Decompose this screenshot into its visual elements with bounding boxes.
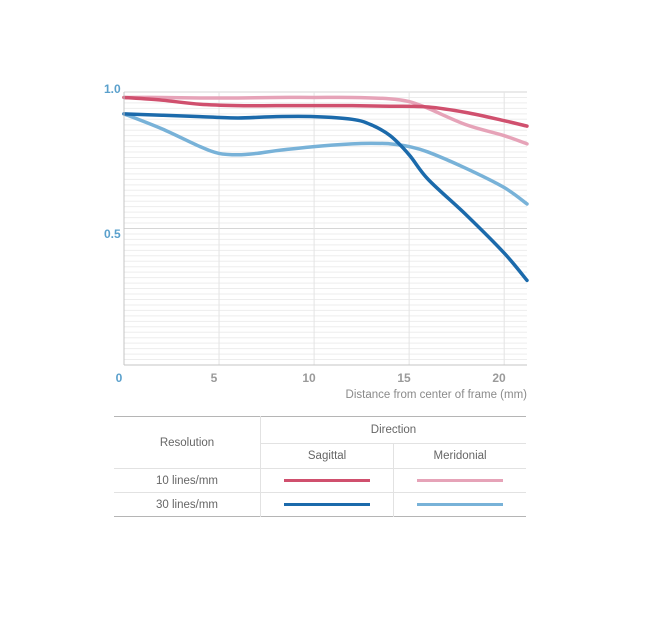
x-axis-title: Distance from center of frame (mm)	[346, 389, 528, 401]
legend-row-label: 30 lines/mm	[114, 492, 261, 517]
series-line-0	[122, 95, 529, 128]
meridonial-header: Meridonial	[393, 443, 526, 469]
x-tick-label: 10	[302, 371, 316, 385]
legend-swatch-30-sagittal	[284, 502, 371, 507]
series-line-2	[122, 112, 529, 283]
legend-swatch-10-sagittal	[284, 478, 371, 483]
chart-series	[122, 95, 529, 283]
y-tick-label: 1.0	[104, 82, 121, 96]
legend-swatch-10-meridonial	[417, 478, 504, 483]
x-tick-label: 5	[211, 371, 218, 385]
series-line-3	[122, 112, 529, 206]
x-tick-label: 0	[116, 371, 123, 385]
legend-table: Resolution Direction Sagittal Meridonial…	[114, 416, 526, 517]
chart-grid	[124, 91, 527, 365]
legend-swatch-30-meridonial	[417, 502, 504, 507]
direction-header: Direction	[260, 416, 526, 444]
resolution-header: Resolution	[159, 436, 215, 449]
chart-axes	[123, 92, 527, 366]
chart-ticks: 1.0 0.5 0 5 10 15 20	[104, 82, 506, 385]
legend-row: 10 lines/mm	[114, 468, 526, 493]
sagittal-header: Sagittal	[259, 443, 394, 469]
legend-row: 30 lines/mm	[114, 492, 526, 517]
mtf-chart: 1.0 0.5 0 5 10 15 20 Distance from cente…	[104, 82, 529, 401]
y-tick-label: 0.5	[104, 227, 121, 241]
x-tick-label: 15	[397, 371, 411, 385]
series-line-1	[122, 95, 529, 146]
x-tick-label: 20	[492, 371, 506, 385]
legend-row-label: 10 lines/mm	[114, 468, 261, 493]
